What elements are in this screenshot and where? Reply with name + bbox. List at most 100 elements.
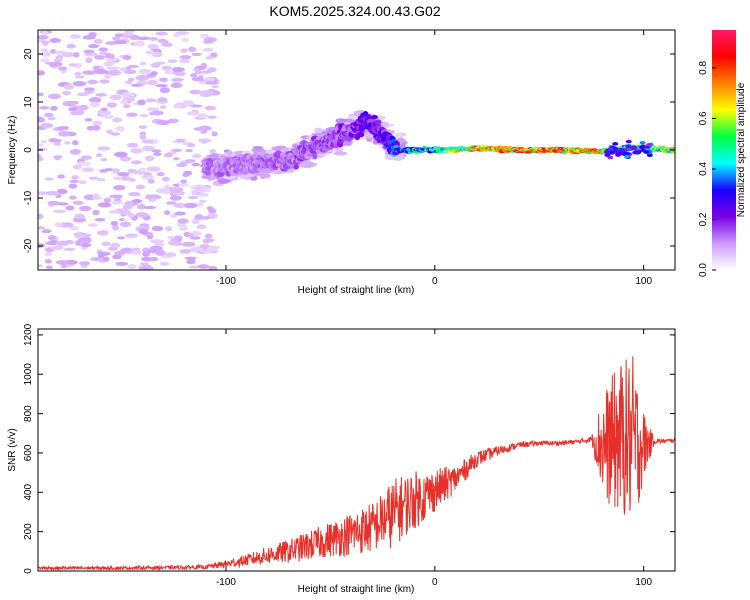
spectrogram-cell bbox=[202, 70, 212, 74]
spectrogram-cell bbox=[226, 150, 233, 156]
spectrogram-cell bbox=[191, 218, 200, 225]
spectrogram-cells bbox=[38, 30, 675, 270]
spectrogram-cell bbox=[130, 160, 143, 165]
spectrogram-cell bbox=[122, 55, 132, 60]
spectrogram-cell bbox=[73, 52, 80, 58]
spectrogram-cell bbox=[65, 205, 75, 211]
spectrogram-cell bbox=[187, 196, 199, 200]
spectrogram-cell bbox=[217, 178, 230, 184]
colorbar-tick-label: 0.2 bbox=[698, 212, 709, 226]
spectrogram-cell bbox=[173, 156, 180, 161]
spectrogram-cell bbox=[195, 186, 206, 192]
spectrogram-cell bbox=[165, 201, 177, 205]
spectrogram-cell bbox=[93, 55, 106, 60]
spectrogram-cell bbox=[104, 52, 112, 59]
spectrogram-cell bbox=[113, 39, 128, 45]
spectrogram-cell bbox=[146, 166, 161, 172]
spectrogram-cell bbox=[202, 239, 211, 244]
spectrogram-cell bbox=[204, 105, 217, 111]
spectrogram-cell bbox=[84, 118, 93, 122]
spectrogram-cell bbox=[333, 151, 348, 156]
spectrogram-cell bbox=[181, 241, 196, 247]
spectrogram-cell bbox=[70, 111, 85, 116]
spectrogram-cell bbox=[44, 258, 52, 264]
spectrogram-cell bbox=[98, 47, 109, 52]
spectrogram-cell bbox=[135, 212, 149, 218]
spectrogram-cell bbox=[197, 138, 212, 143]
spectrogram-cell bbox=[138, 68, 152, 75]
spectrogram-cell bbox=[167, 240, 179, 245]
spectrogram-cell bbox=[82, 70, 96, 75]
spectrogram-cell bbox=[160, 105, 167, 109]
spectrogram-cell bbox=[106, 66, 120, 71]
spectrogram-cell bbox=[112, 225, 120, 231]
spectrogram-cell bbox=[211, 84, 219, 89]
spectrogram-cell bbox=[171, 77, 184, 82]
spectrogram-cell bbox=[112, 254, 122, 260]
spectrogram-cell bbox=[200, 62, 208, 69]
spectrogram-cell bbox=[100, 107, 108, 112]
spectrogram-cell bbox=[138, 167, 147, 173]
spectrogram-cell bbox=[130, 249, 142, 255]
spectrogram-cell bbox=[154, 242, 165, 247]
spectrogram-cell bbox=[47, 116, 56, 121]
spectrogram-cell bbox=[50, 105, 58, 111]
spectrogram-cell bbox=[128, 178, 136, 182]
spectrogram-cell bbox=[113, 185, 126, 191]
spectrogram-cell bbox=[180, 223, 187, 229]
spectrogram-y-ticks: -20 -10 0 10 20 bbox=[23, 48, 675, 253]
colorbar-label: Normalized spectral amplitude bbox=[736, 82, 747, 217]
spectrogram-cell bbox=[66, 43, 76, 49]
spectrogram-cell bbox=[148, 37, 158, 41]
x-tick-label: -100 bbox=[216, 276, 236, 287]
spectrogram-cell bbox=[314, 127, 323, 134]
y-tick-label: 0 bbox=[23, 568, 34, 574]
x-tick-label: 0 bbox=[432, 276, 438, 287]
colorbar-tick-label: 0.6 bbox=[698, 111, 709, 125]
spectrogram-cell bbox=[169, 187, 184, 193]
spectrogram-cell bbox=[78, 180, 87, 185]
spectrogram-cell bbox=[148, 111, 160, 116]
spectrogram-cell bbox=[97, 251, 111, 256]
spectrogram-cell bbox=[271, 146, 284, 152]
spectrogram-cell bbox=[120, 175, 131, 181]
spectrogram-cell bbox=[74, 75, 85, 79]
spectrogram-cell bbox=[126, 142, 139, 148]
spectrogram-cell bbox=[64, 141, 71, 145]
spectrogram-cell bbox=[69, 226, 79, 231]
colorbar: 0.0 0.2 0.4 0.6 0.8 Normalized spectral ampl… bbox=[698, 30, 747, 277]
spectrogram-cell bbox=[172, 33, 182, 38]
spectrogram-cell bbox=[312, 153, 318, 160]
spectrogram-cell bbox=[88, 43, 100, 49]
snr-x-label: Height of straight line (km) bbox=[298, 584, 415, 595]
spectrogram-cell bbox=[147, 178, 155, 184]
spectrogram-cell bbox=[84, 87, 95, 91]
spectrogram-cell bbox=[38, 92, 44, 97]
spectrogram-cell bbox=[62, 91, 71, 96]
spectrogram-cell bbox=[183, 202, 198, 209]
spectrogram-cell bbox=[370, 114, 378, 120]
spectrogram-cell bbox=[44, 177, 54, 181]
spectrogram-cell bbox=[57, 66, 68, 71]
spectrogram-cell bbox=[187, 143, 196, 148]
spectrogram-cell bbox=[73, 233, 87, 239]
spectrogram-cell bbox=[124, 233, 139, 238]
spectrogram-cell bbox=[211, 131, 218, 137]
spectrogram-cell bbox=[141, 256, 152, 262]
spectrogram-cell bbox=[197, 264, 210, 269]
spectrogram-cell bbox=[194, 214, 204, 221]
spectrogram-cell bbox=[165, 225, 173, 232]
spectrogram-cell bbox=[78, 261, 91, 266]
spectrogram-cell bbox=[203, 40, 214, 44]
spectrogram-cell bbox=[182, 102, 195, 107]
spectrogram-cell bbox=[40, 51, 52, 57]
spectrogram-cell bbox=[195, 113, 209, 118]
spectrogram-cell bbox=[206, 246, 218, 253]
spectrogram-cell bbox=[106, 102, 117, 108]
spectrogram-cell bbox=[182, 173, 190, 177]
spectrogram-cell bbox=[130, 148, 143, 154]
spectrogram-cell bbox=[177, 218, 189, 224]
spectrogram-cell bbox=[63, 83, 75, 90]
spectrogram-cell bbox=[170, 82, 183, 89]
